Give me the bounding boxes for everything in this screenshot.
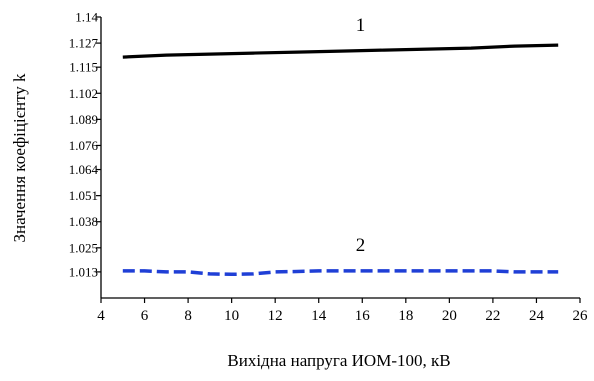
series-line-1 — [122, 43, 559, 59]
y-tick-label: 1.013 — [69, 264, 98, 279]
series-layer — [122, 43, 559, 277]
x-tick-label: 14 — [311, 308, 327, 324]
x-tick-label: 26 — [573, 308, 589, 324]
series-line-2 — [122, 269, 559, 277]
x-axis-title: Вихідна напруга ИОМ-100, кВ — [227, 351, 450, 370]
ticks-layer: 1.013 1.025 1.038 1.051 1.064 1.076 1.089 1.102… — [69, 10, 588, 325]
x-tick-label: 12 — [268, 308, 283, 324]
y-tick-label: 1.14 — [75, 10, 98, 25]
curve-label-1: 1 — [356, 15, 366, 36]
x-tick-label: 24 — [529, 308, 545, 324]
x-tick-label: 22 — [485, 308, 500, 324]
labels-layer: 12 — [356, 15, 366, 256]
y-tick-label: 1.025 — [69, 240, 98, 255]
x-tick-label: 4 — [97, 308, 105, 324]
x-tick-label: 18 — [398, 308, 413, 324]
axes-layer — [100, 17, 580, 299]
x-tick-label: 20 — [442, 308, 457, 324]
y-axis-title: Значення коефіцієнту k — [10, 73, 29, 243]
y-tick-label: 1.076 — [69, 138, 99, 153]
curve-label-2: 2 — [356, 235, 366, 256]
y-tick-label: 1.115 — [69, 60, 98, 75]
x-tick-label: 6 — [141, 308, 149, 324]
y-tick-label: 1.064 — [69, 162, 99, 177]
x-tick-label: 8 — [184, 308, 192, 324]
x-tick-label: 10 — [224, 308, 239, 324]
x-tick-label: 16 — [355, 308, 371, 324]
y-tick-label: 1.102 — [69, 86, 98, 101]
y-tick-label: 1.051 — [69, 188, 98, 203]
y-tick-label: 1.127 — [69, 36, 99, 51]
y-tick-label: 1.089 — [69, 112, 98, 127]
y-tick-label: 1.038 — [69, 214, 98, 229]
